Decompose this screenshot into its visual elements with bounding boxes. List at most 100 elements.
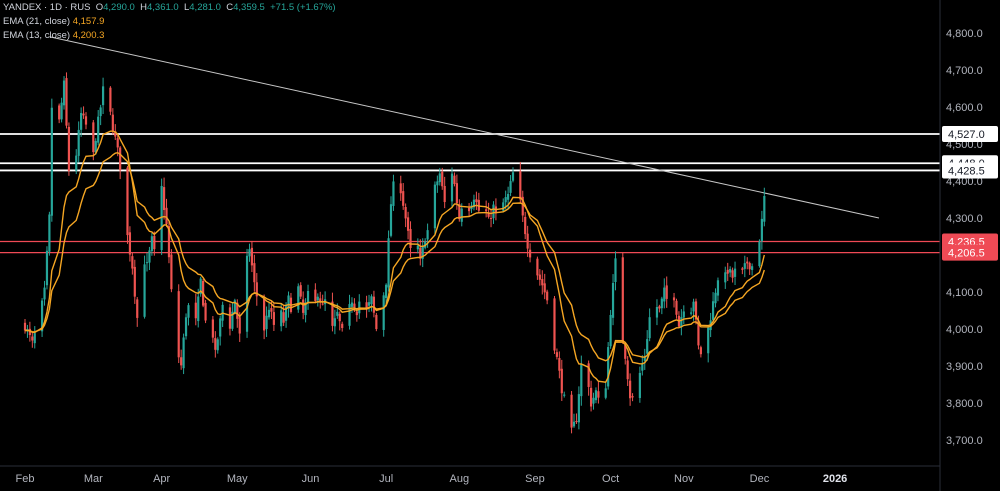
candle[interactable] (77, 121, 80, 163)
candle[interactable] (626, 356, 629, 386)
candle[interactable] (453, 172, 456, 187)
candle[interactable] (572, 413, 576, 428)
candle[interactable] (111, 108, 114, 135)
candle[interactable] (92, 119, 95, 161)
candle[interactable] (94, 138, 97, 155)
candle[interactable] (341, 321, 344, 332)
candle[interactable] (304, 298, 307, 323)
candle[interactable] (743, 255, 746, 278)
candle[interactable] (614, 251, 617, 291)
candle[interactable] (80, 107, 83, 137)
candle[interactable] (560, 359, 563, 401)
candle[interactable] (502, 198, 505, 213)
candle[interactable] (316, 293, 319, 307)
candle[interactable] (84, 112, 88, 130)
candle[interactable] (558, 351, 561, 379)
candle[interactable] (587, 360, 590, 396)
candle[interactable] (119, 146, 122, 180)
candle[interactable] (597, 381, 600, 404)
candle[interactable] (543, 273, 546, 300)
candle[interactable] (67, 122, 71, 176)
candle[interactable] (167, 220, 171, 264)
candle[interactable] (758, 239, 761, 268)
candle[interactable] (392, 174, 395, 211)
candle[interactable] (694, 298, 698, 325)
candle[interactable] (60, 97, 63, 123)
candle[interactable] (521, 190, 524, 223)
candle[interactable] (699, 345, 702, 358)
ema-13-legend[interactable]: EMA (13, close) 4,200.3 (3, 29, 336, 43)
candle[interactable] (101, 77, 105, 115)
candle[interactable] (370, 294, 373, 312)
candle[interactable] (485, 200, 488, 218)
candle[interactable] (541, 270, 544, 295)
level-tag-0[interactable]: 4,527.0 (942, 126, 998, 143)
candle[interactable] (460, 203, 463, 227)
candle[interactable] (763, 187, 766, 227)
candle[interactable] (648, 308, 651, 342)
candle[interactable] (416, 238, 419, 254)
candle[interactable] (638, 366, 641, 403)
candle[interactable] (211, 316, 214, 343)
candle[interactable] (182, 333, 185, 375)
candle[interactable] (284, 302, 288, 328)
candle[interactable] (128, 226, 132, 262)
candle[interactable] (231, 302, 234, 331)
candle[interactable] (50, 98, 53, 222)
candle[interactable] (406, 211, 410, 240)
candle[interactable] (592, 392, 595, 410)
candle[interactable] (472, 194, 476, 211)
candle[interactable] (665, 276, 668, 308)
candle[interactable] (680, 309, 683, 336)
level-tag-4[interactable]: 4,206.5 (942, 244, 998, 261)
candle[interactable] (338, 311, 341, 331)
candle[interactable] (348, 294, 351, 330)
candle[interactable] (760, 210, 763, 250)
candle[interactable] (528, 243, 532, 263)
candle[interactable] (133, 259, 136, 304)
candle[interactable] (216, 337, 219, 354)
candle[interactable] (314, 283, 317, 304)
candle[interactable] (263, 294, 266, 340)
candle[interactable] (143, 255, 146, 319)
candle[interactable] (40, 298, 44, 337)
candle[interactable] (748, 261, 751, 275)
candle[interactable] (741, 266, 744, 275)
candle[interactable] (609, 309, 612, 349)
candle[interactable] (675, 298, 678, 319)
candle[interactable] (253, 254, 256, 292)
candle[interactable] (577, 386, 580, 430)
candle[interactable] (641, 355, 644, 376)
candle[interactable] (682, 305, 685, 325)
candle[interactable] (265, 306, 268, 337)
candle[interactable] (726, 262, 729, 282)
candle[interactable] (250, 240, 254, 273)
candle[interactable] (43, 280, 46, 306)
candle[interactable] (33, 326, 36, 349)
candle[interactable] (555, 348, 559, 360)
candle[interactable] (162, 177, 166, 220)
candle[interactable] (48, 211, 51, 256)
candle[interactable] (716, 277, 720, 302)
candle[interactable] (387, 230, 390, 292)
candle[interactable] (526, 225, 529, 257)
candle[interactable] (421, 238, 424, 268)
candle[interactable] (553, 295, 556, 354)
candle[interactable] (450, 167, 454, 209)
candle[interactable] (372, 290, 376, 318)
candle[interactable] (489, 209, 493, 228)
candle[interactable] (136, 297, 139, 327)
candle[interactable] (524, 211, 527, 240)
candle[interactable] (589, 380, 593, 412)
candle[interactable] (399, 175, 402, 201)
candle[interactable] (331, 292, 334, 332)
candle[interactable] (509, 175, 512, 197)
candle[interactable] (475, 191, 478, 210)
candle[interactable] (65, 72, 68, 129)
candle[interactable] (23, 318, 27, 334)
candle[interactable] (199, 276, 202, 297)
level-tag-2[interactable]: 4,428.5 (942, 162, 998, 179)
candle[interactable] (631, 393, 634, 402)
candle[interactable] (367, 294, 371, 313)
candle[interactable] (319, 291, 322, 309)
